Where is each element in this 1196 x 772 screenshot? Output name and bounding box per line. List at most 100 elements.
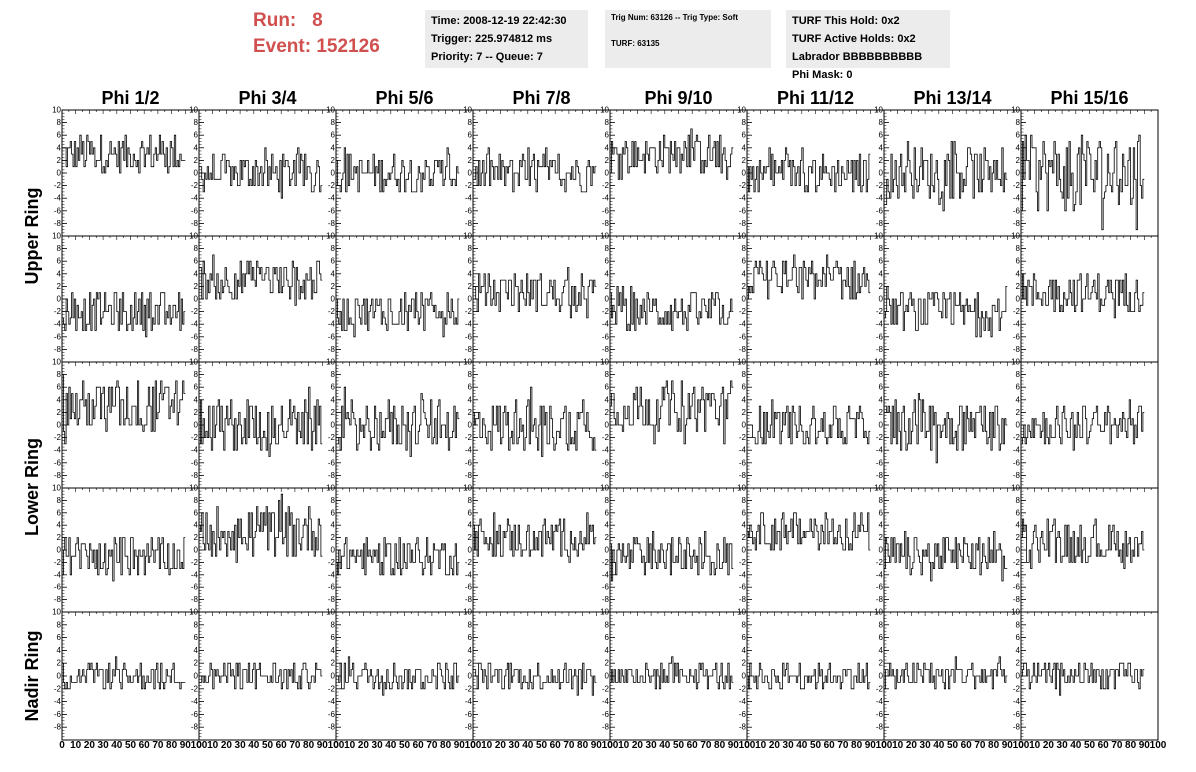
- x-tick-label: 90: [180, 740, 192, 751]
- x-tick-label: 20: [84, 740, 96, 751]
- x-tick-label: 100: [739, 740, 756, 751]
- x-tick-label: 90: [865, 740, 877, 751]
- y-tick-label: 0: [742, 421, 747, 430]
- y-tick-label: 2: [742, 659, 747, 668]
- y-tick-label: 4: [605, 269, 610, 278]
- x-tick-label: 30: [920, 740, 932, 751]
- y-tick-label: -6: [739, 583, 747, 592]
- y-tick-label: 8: [605, 244, 610, 253]
- y-tick-label: 4: [605, 646, 610, 655]
- y-tick-label: -4: [191, 697, 199, 706]
- x-tick-label: 60: [550, 740, 562, 751]
- y-tick-label: -8: [739, 471, 747, 480]
- y-tick-label: -2: [1013, 181, 1021, 190]
- y-tick-label: 6: [879, 633, 884, 642]
- x-tick-label: 100: [1013, 740, 1030, 751]
- y-tick-label: 10: [189, 608, 198, 617]
- column-title: Phi 3/4: [238, 88, 296, 108]
- y-tick-label: -6: [602, 710, 610, 719]
- y-tick-label: 4: [1016, 269, 1021, 278]
- y-tick-label: -6: [328, 206, 336, 215]
- x-tick-label: 70: [289, 740, 301, 751]
- x-tick-label: 80: [714, 740, 726, 751]
- waveform-trace: [199, 254, 323, 306]
- waveform-trace: [1021, 399, 1145, 451]
- y-tick-label: 8: [57, 620, 62, 629]
- waveform-trace: [884, 531, 1008, 582]
- y-tick-label: 4: [879, 395, 884, 404]
- y-tick-label: 8: [194, 620, 199, 629]
- y-tick-label: 0: [194, 421, 199, 430]
- y-tick-label: 10: [874, 106, 883, 115]
- y-tick-label: -6: [191, 332, 199, 341]
- x-tick-label: 90: [454, 740, 466, 751]
- y-tick-label: 10: [737, 232, 746, 241]
- x-tick-label: 80: [440, 740, 452, 751]
- y-tick-label: -4: [465, 570, 473, 579]
- y-tick-label: -8: [602, 219, 610, 228]
- y-tick-label: 0: [1016, 672, 1021, 681]
- phi-mask-text: Phi Mask: 0: [792, 69, 853, 81]
- y-tick-label: -8: [54, 219, 62, 228]
- y-tick-label: 4: [331, 269, 336, 278]
- y-tick-label: 2: [468, 282, 473, 291]
- x-tick-label: 80: [577, 740, 589, 751]
- y-tick-label: 2: [57, 282, 62, 291]
- y-tick-label: 10: [1011, 484, 1020, 493]
- y-tick-label: 10: [1011, 232, 1020, 241]
- y-tick-label: -4: [328, 194, 336, 203]
- y-tick-label: -2: [602, 558, 610, 567]
- y-tick-label: -6: [1013, 710, 1021, 719]
- x-tick-label: 80: [303, 740, 315, 751]
- y-tick-label: -8: [328, 595, 336, 604]
- x-tick-label: 30: [1057, 740, 1069, 751]
- y-tick-label: -2: [876, 558, 884, 567]
- y-tick-label: -2: [739, 433, 747, 442]
- y-tick-label: 6: [468, 508, 473, 517]
- y-tick-label: 2: [57, 533, 62, 542]
- y-tick-label: 10: [326, 232, 335, 241]
- waveform-trace: [610, 531, 734, 582]
- y-tick-label: 8: [57, 370, 62, 379]
- y-tick-label: 0: [57, 169, 62, 178]
- x-tick-label: 10: [618, 740, 630, 751]
- y-tick-label: 0: [194, 169, 199, 178]
- x-tick-label: 20: [358, 740, 370, 751]
- y-tick-label: 6: [194, 508, 199, 517]
- y-tick-label: -2: [54, 181, 62, 190]
- y-tick-label: -2: [54, 684, 62, 693]
- y-tick-label: 6: [468, 633, 473, 642]
- y-tick-label: 8: [879, 496, 884, 505]
- y-tick-label: -2: [328, 181, 336, 190]
- y-tick-label: -6: [328, 710, 336, 719]
- y-tick-label: 2: [879, 533, 884, 542]
- y-tick-label: -6: [1013, 206, 1021, 215]
- y-tick-label: -8: [739, 219, 747, 228]
- y-tick-label: -4: [602, 194, 610, 203]
- waveform-trace: [199, 493, 323, 563]
- y-tick-label: -8: [465, 345, 473, 354]
- y-tick-label: 10: [463, 358, 472, 367]
- y-tick-label: 2: [879, 156, 884, 165]
- waveform-trace: [199, 662, 323, 690]
- y-tick-label: 2: [742, 156, 747, 165]
- y-tick-label: 8: [468, 496, 473, 505]
- y-tick-label: -8: [191, 345, 199, 354]
- y-tick-label: 8: [468, 370, 473, 379]
- y-tick-label: 4: [194, 143, 199, 152]
- y-tick-label: -4: [1013, 570, 1021, 579]
- y-tick-label: -6: [602, 332, 610, 341]
- y-tick-label: -4: [54, 446, 62, 455]
- y-tick-label: 4: [1016, 646, 1021, 655]
- y-tick-label: -2: [191, 307, 199, 316]
- y-tick-label: 10: [52, 358, 61, 367]
- y-tick-label: 2: [468, 533, 473, 542]
- y-tick-label: -2: [191, 181, 199, 190]
- y-tick-label: 6: [605, 383, 610, 392]
- x-tick-label: 60: [413, 740, 425, 751]
- y-tick-label: 0: [605, 546, 610, 555]
- y-tick-label: 4: [605, 143, 610, 152]
- x-tick-label: 40: [933, 740, 945, 751]
- y-tick-label: 0: [605, 421, 610, 430]
